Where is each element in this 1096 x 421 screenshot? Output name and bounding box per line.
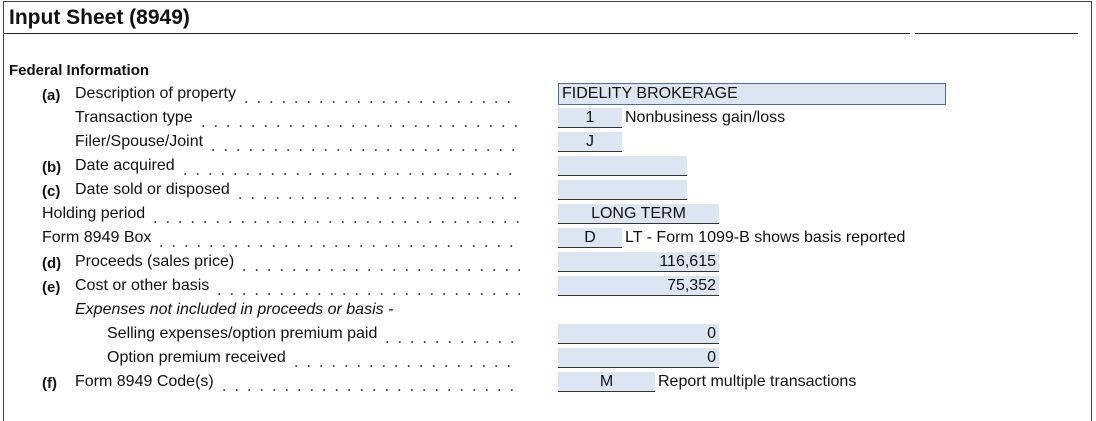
field-note: Report multiple transactions — [658, 373, 857, 390]
form-row: Expenses not included in proceeds or bas… — [0, 301, 1096, 323]
row-label: Proceeds (sales price) — [75, 253, 520, 271]
input-field[interactable]: D — [558, 228, 622, 248]
row-label: Description of property — [75, 85, 520, 103]
field-note: LT - Form 1099-B shows basis reported — [625, 229, 906, 246]
form-row: (e) Cost or other basis 75,352 — [0, 276, 1096, 299]
form-row: Holding period LONG TERM — [0, 204, 1096, 227]
label-text: Option premium received — [107, 349, 286, 366]
form-row: Form 8949 Box D LT - Form 1099-B shows bas… — [0, 228, 1096, 251]
row-prefix: (f) — [42, 375, 57, 392]
label-text: Form 8949 Box — [42, 229, 152, 246]
dot-leader — [239, 85, 520, 103]
dot-leader — [213, 277, 520, 295]
label-text: Description of property — [75, 85, 236, 102]
dot-leader — [207, 133, 520, 151]
input-field[interactable]: M — [558, 372, 655, 392]
form-row: Filer/Spouse/Joint J — [0, 132, 1096, 155]
input-field[interactable]: 0 — [558, 348, 719, 368]
label-text: Date acquired — [75, 157, 175, 174]
input-field[interactable]: FIDELITY BROKERAGE — [558, 83, 946, 105]
label-text: Date sold or disposed — [75, 181, 230, 198]
row-label: Form 8949 Box — [42, 229, 520, 247]
form-row: (b) Date acquired — [0, 156, 1096, 179]
input-field[interactable]: 1 — [558, 108, 622, 128]
row-label: Holding period — [42, 205, 520, 223]
label-text: Expenses not included in proceeds or bas… — [75, 301, 394, 318]
label-text: Selling expenses/option premium paid — [107, 325, 378, 342]
row-prefix: (c) — [42, 183, 61, 200]
form-row: (c) Date sold or disposed — [0, 180, 1096, 203]
dot-leader — [217, 373, 520, 391]
form-row: Selling expenses/option premium paid 0 — [0, 324, 1096, 347]
input-field[interactable] — [558, 180, 687, 200]
section-title: Federal Information — [9, 62, 150, 79]
sheet-title: Input Sheet (8949) — [9, 6, 190, 29]
input-field[interactable]: J — [558, 132, 622, 152]
dot-leader — [233, 181, 520, 199]
label-text: Cost or other basis — [75, 277, 210, 294]
dot-leader — [196, 109, 520, 127]
row-prefix: (d) — [42, 255, 62, 272]
dot-leader — [238, 253, 520, 271]
label-text: Filer/Spouse/Joint — [75, 133, 204, 150]
row-label: Form 8949 Code(s) — [75, 373, 520, 391]
label-text: Form 8949 Code(s) — [75, 373, 214, 390]
dot-leader — [178, 157, 520, 175]
title-rule — [4, 33, 910, 34]
input-field[interactable]: 0 — [558, 324, 719, 344]
row-prefix: (b) — [42, 159, 62, 176]
input-field[interactable] — [558, 156, 687, 176]
row-label: Transaction type — [75, 109, 520, 127]
row-prefix: (e) — [42, 279, 61, 296]
form-row: (d) Proceeds (sales price) 116,615 — [0, 252, 1096, 275]
dot-leader — [289, 349, 520, 367]
row-label: Option premium received — [107, 349, 520, 367]
label-text: Transaction type — [75, 109, 193, 126]
form-row: Option premium received 0 — [0, 348, 1096, 371]
form-row: (a) Description of property FIDELITY BROKE… — [0, 83, 1096, 107]
row-label: Filer/Spouse/Joint — [75, 133, 520, 151]
title-rule — [915, 33, 1078, 34]
row-label: Selling expenses/option premium paid — [107, 325, 520, 343]
field-note: Nonbusiness gain/loss — [625, 109, 786, 126]
dot-leader — [381, 325, 520, 343]
label-text: Holding period — [42, 205, 146, 222]
form-row: (f) Form 8949 Code(s) M Report multiple tra… — [0, 372, 1096, 395]
row-label: Date acquired — [75, 157, 520, 175]
input-field[interactable]: 116,615 — [558, 252, 719, 272]
row-label: Expenses not included in proceeds or bas… — [75, 301, 393, 319]
form-row: Transaction type 1 Nonbusiness gain/loss — [0, 108, 1096, 131]
frame — [3, 1, 1092, 421]
label-text: Proceeds (sales price) — [75, 253, 235, 270]
input-field[interactable]: LONG TERM — [558, 204, 719, 224]
row-label: Cost or other basis — [75, 277, 520, 295]
row-label: Date sold or disposed — [75, 181, 520, 199]
row-prefix: (a) — [42, 87, 61, 104]
input-field[interactable]: 75,352 — [558, 276, 719, 296]
dot-leader — [149, 205, 520, 223]
dot-leader — [155, 229, 520, 247]
